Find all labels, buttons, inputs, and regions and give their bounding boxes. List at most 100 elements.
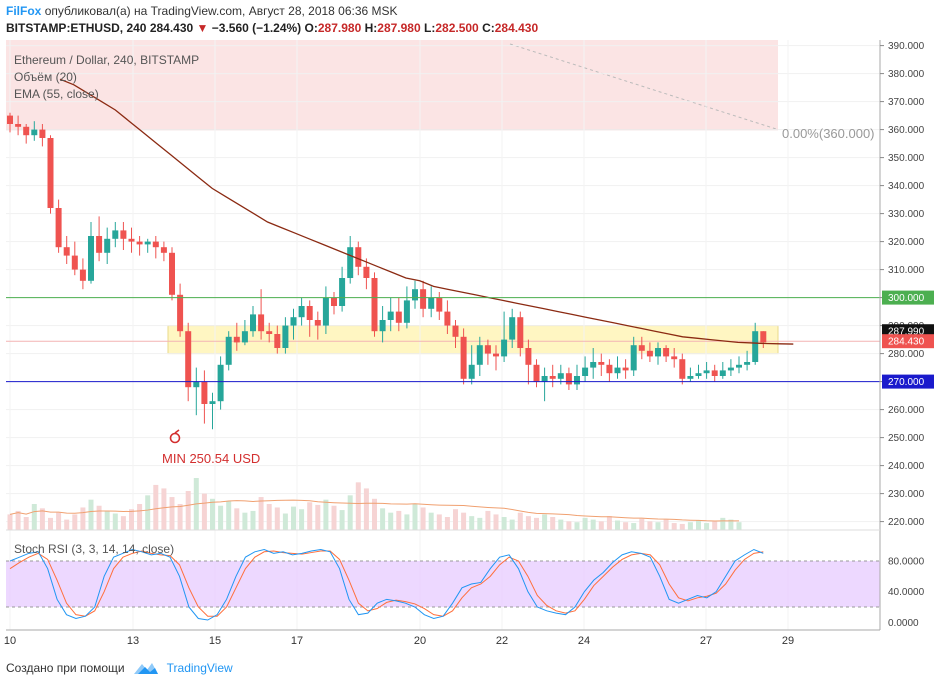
volume-bar bbox=[712, 521, 718, 530]
price-tick-label: 380.000 bbox=[888, 69, 925, 80]
candle-body bbox=[112, 230, 119, 239]
candle-body bbox=[598, 362, 605, 365]
author-name[interactable]: FilFox bbox=[6, 4, 42, 18]
candle bbox=[306, 300, 313, 337]
fib-trend-line bbox=[509, 43, 779, 131]
last-price: 284.430 bbox=[149, 21, 194, 35]
candle-body bbox=[266, 331, 273, 334]
volume-bar bbox=[145, 495, 151, 530]
candle bbox=[104, 227, 111, 264]
volume-bar bbox=[226, 501, 232, 530]
level-price-tag bbox=[882, 290, 934, 305]
candle-body bbox=[39, 129, 46, 138]
volume-bar bbox=[582, 517, 588, 530]
candle bbox=[630, 336, 637, 376]
stoch-tick-label: 40.0000 bbox=[888, 587, 925, 598]
candle-body bbox=[104, 238, 111, 253]
volume-bar bbox=[687, 522, 693, 530]
candle-body bbox=[630, 345, 637, 371]
legend-volume: Объём (20) bbox=[14, 70, 77, 84]
candle-body bbox=[436, 297, 443, 312]
volume-bar bbox=[671, 523, 677, 530]
candle bbox=[517, 311, 524, 357]
candle-body bbox=[533, 364, 540, 382]
candle bbox=[266, 322, 273, 343]
down-arrow-icon: ▼ bbox=[196, 21, 209, 35]
candle-body bbox=[47, 138, 54, 208]
candle bbox=[744, 350, 751, 371]
min-label: MIN 250.54 USD bbox=[162, 451, 260, 466]
candle bbox=[7, 112, 13, 133]
volume-bar bbox=[534, 517, 539, 530]
candle bbox=[736, 356, 742, 374]
price-chart[interactable]: 220.000230.000240.000250.000260.000270.0… bbox=[0, 0, 939, 650]
candle bbox=[290, 308, 297, 340]
volume-bar bbox=[282, 513, 288, 530]
volume-bar bbox=[623, 522, 629, 530]
tradingview-logo-icon bbox=[133, 663, 158, 674]
candle-body bbox=[339, 278, 346, 306]
candle bbox=[476, 336, 483, 376]
candle-body bbox=[760, 331, 767, 343]
volume-bar bbox=[696, 520, 701, 530]
candle bbox=[444, 300, 451, 334]
volume-bar bbox=[129, 509, 134, 530]
candle-body bbox=[250, 314, 256, 332]
volume-bar bbox=[639, 518, 645, 530]
candle bbox=[428, 286, 435, 318]
volume-bar bbox=[420, 507, 426, 530]
time-axis: 10 13 15 17 20 22 24 27 29 bbox=[4, 629, 880, 647]
candle bbox=[250, 306, 256, 337]
candle bbox=[144, 238, 151, 253]
candle-body bbox=[55, 208, 62, 248]
candle-body bbox=[719, 370, 726, 376]
footer: Создано при помощи TradingView bbox=[6, 660, 233, 676]
volume-bar bbox=[396, 510, 402, 530]
tradingview-link[interactable]: TradingView bbox=[166, 661, 233, 675]
volume-bar bbox=[258, 497, 264, 530]
volume-bar bbox=[104, 510, 110, 530]
candle-body bbox=[493, 353, 499, 357]
price-tick-label: 340.000 bbox=[888, 181, 925, 192]
candle-body bbox=[128, 238, 135, 242]
volume-bar bbox=[428, 512, 434, 530]
candle bbox=[703, 362, 710, 379]
candle-body bbox=[209, 401, 216, 404]
volume-bar bbox=[631, 523, 637, 530]
volume-bar bbox=[23, 517, 29, 530]
volume-bar bbox=[112, 513, 118, 530]
candle bbox=[711, 364, 718, 382]
candle bbox=[217, 356, 224, 410]
candle bbox=[614, 356, 621, 379]
volume-bar bbox=[274, 507, 280, 530]
candle bbox=[185, 322, 192, 402]
candle-body bbox=[460, 336, 467, 379]
price-tag-label: 284.430 bbox=[888, 337, 925, 348]
volume-bar bbox=[493, 514, 499, 530]
price-tick-label: 280.000 bbox=[888, 349, 925, 360]
low-label: L: bbox=[424, 21, 436, 35]
candle-body bbox=[557, 373, 564, 379]
volume-bar bbox=[177, 504, 183, 530]
candle bbox=[298, 297, 305, 326]
volume-bar bbox=[380, 508, 386, 530]
candle bbox=[760, 331, 767, 348]
level-price-label: 300.000 bbox=[888, 293, 925, 304]
candle-body bbox=[355, 247, 362, 267]
candle-body bbox=[525, 348, 532, 365]
candle-body bbox=[15, 124, 22, 127]
volume-bar bbox=[185, 491, 191, 530]
candle bbox=[96, 216, 103, 262]
candle bbox=[622, 359, 629, 379]
candle bbox=[565, 367, 572, 390]
candle bbox=[363, 258, 370, 290]
candle-body bbox=[574, 376, 580, 385]
candle-body bbox=[306, 306, 313, 320]
candle bbox=[209, 392, 216, 430]
candle-body bbox=[322, 297, 329, 326]
candle bbox=[274, 325, 281, 354]
candle bbox=[201, 370, 208, 424]
candle-body bbox=[241, 331, 248, 343]
candle bbox=[314, 311, 321, 340]
candle bbox=[31, 121, 38, 141]
